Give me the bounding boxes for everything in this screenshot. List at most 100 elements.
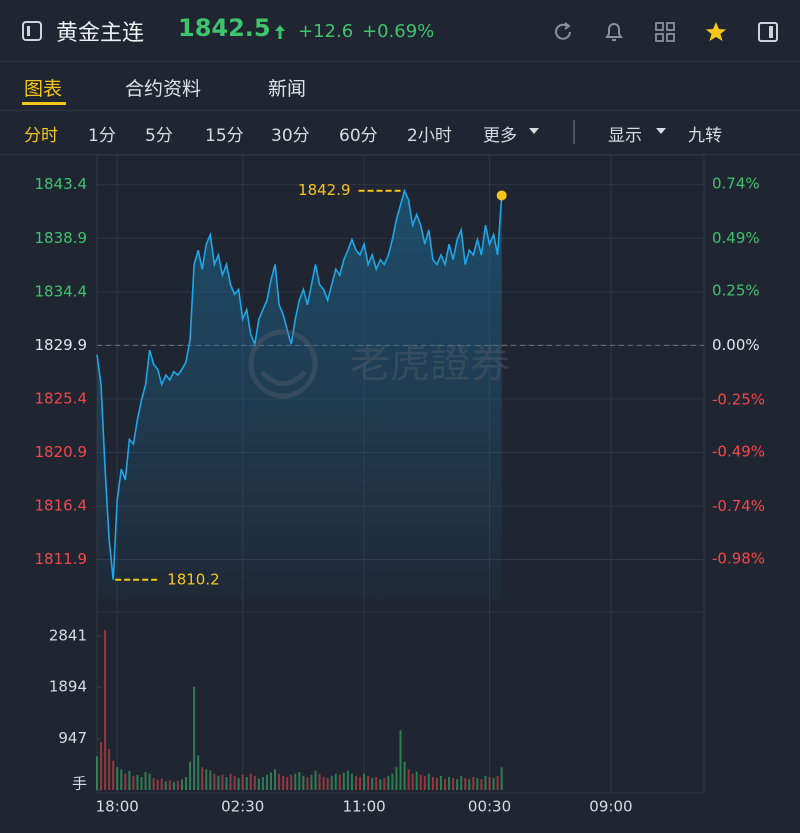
y2-tick-label: 0.25% — [712, 281, 760, 299]
volume-bar — [423, 775, 426, 790]
volume-bar — [164, 781, 167, 790]
annotation-label: 1810.2 — [167, 570, 220, 588]
volume-bar — [132, 775, 135, 790]
volume-bar — [213, 773, 216, 790]
volume-bar — [407, 769, 410, 790]
period[interactable]: 60分 — [339, 126, 378, 146]
volume-bar — [168, 780, 171, 790]
star-icon[interactable] — [704, 20, 728, 44]
volume-bar — [330, 775, 333, 790]
volume-bar — [476, 778, 479, 790]
volume-bar — [359, 776, 362, 790]
volume-bar — [480, 779, 483, 790]
period[interactable]: 1分 — [88, 126, 116, 146]
y-tick-label: 1834.4 — [35, 282, 88, 300]
volume-bar — [492, 778, 495, 790]
volume-bar — [444, 779, 447, 790]
y-tick-label: 1829.9 — [35, 336, 88, 354]
volume-bar — [431, 776, 434, 790]
price-line — [96, 188, 503, 580]
bell-icon[interactable] — [603, 20, 625, 44]
annotation-label: 1842.9 — [298, 181, 351, 199]
volume-bar — [261, 776, 264, 790]
volume-bar — [488, 776, 491, 790]
y-tick-label: 1825.4 — [35, 389, 88, 407]
title: 黄金主连 — [56, 21, 145, 46]
volume-bar — [197, 755, 200, 790]
refresh-icon[interactable] — [552, 21, 574, 43]
header: 黄金主连 1842.5 +12.6 +0.69% — [0, 0, 800, 62]
period-active[interactable]: 分时 — [24, 126, 58, 146]
last-dot — [496, 190, 507, 201]
volume-bar — [383, 778, 386, 790]
watermark-text: 老虎證券 — [350, 341, 510, 387]
separator — [573, 120, 575, 144]
volume-bar — [229, 773, 232, 790]
change: +12.6 — [298, 21, 354, 42]
y-tick-label: 1816.4 — [35, 497, 88, 515]
volume-bar — [472, 776, 475, 790]
volume-bar — [318, 773, 321, 790]
volume-bar — [342, 772, 345, 790]
volume-bar — [403, 761, 406, 790]
volume-bar — [294, 773, 297, 790]
volume-bar — [189, 761, 192, 790]
tab[interactable]: 合约资料 — [125, 78, 202, 100]
volume-bar — [346, 770, 349, 790]
period[interactable]: 5分 — [145, 126, 173, 146]
volume-bar — [233, 775, 236, 790]
option[interactable]: 显示 — [608, 126, 642, 146]
period[interactable]: 15分 — [205, 126, 244, 146]
volume-bar — [205, 769, 208, 790]
volume-bar — [395, 767, 398, 790]
volume-bar — [201, 767, 204, 790]
back-icon[interactable] — [22, 21, 42, 41]
y-tick-label: 1843.4 — [35, 175, 88, 193]
tab-underline — [22, 102, 66, 105]
volume-bar — [286, 776, 289, 790]
volume-bar — [435, 778, 438, 790]
up-arrow — [275, 25, 285, 39]
period[interactable]: 2小时 — [407, 126, 452, 146]
volume-bar — [253, 775, 256, 790]
volume-bar — [152, 778, 155, 790]
y2-tick-label: -0.74% — [712, 497, 765, 515]
volume-bar — [128, 771, 131, 790]
option[interactable]: 九转 — [688, 126, 722, 146]
price: 1842.5 — [178, 14, 271, 42]
volume-bar — [172, 781, 175, 790]
volume-bar — [379, 779, 382, 790]
y-tick-label: 2841 — [49, 626, 87, 644]
volume-bar — [274, 769, 277, 790]
volume-bar — [326, 778, 329, 790]
y2-tick-label: -0.98% — [712, 549, 765, 567]
y-tick-label: 手 — [72, 775, 87, 793]
volume-bar — [209, 770, 212, 790]
volume-bar — [298, 772, 301, 790]
volume-bar — [160, 778, 163, 790]
volume-bar — [415, 771, 418, 790]
tab-active[interactable]: 图表 — [24, 78, 63, 100]
panel-icon[interactable] — [757, 21, 779, 43]
period[interactable]: 30分 — [271, 126, 310, 146]
volume-bar — [225, 776, 228, 790]
volume-bar — [387, 775, 390, 790]
watermark: 老虎證券 — [248, 329, 510, 399]
y2-tick-label: 0.74% — [712, 175, 760, 193]
volume-bar — [456, 779, 459, 790]
volume-bar — [148, 773, 151, 790]
volume-bar — [367, 775, 370, 790]
x-tick-label: 11:00 — [342, 798, 385, 816]
grid-icon[interactable] — [654, 21, 676, 43]
tab[interactable]: 新闻 — [268, 78, 307, 100]
volume-bar — [140, 776, 143, 790]
volume-bar — [144, 772, 147, 790]
volume-bar — [104, 629, 107, 790]
volume-bar — [419, 774, 422, 790]
volume-bar — [363, 773, 366, 790]
period-more[interactable]: 更多 — [483, 126, 517, 146]
volume-bar — [282, 775, 285, 790]
volume-bar — [375, 776, 378, 790]
volume-bar — [221, 774, 224, 790]
